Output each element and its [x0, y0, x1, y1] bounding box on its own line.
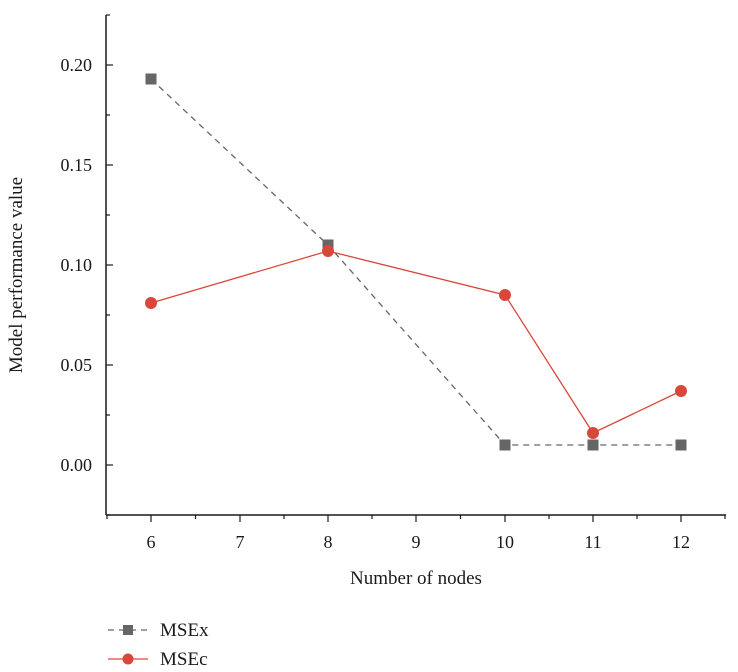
x-tick-label: 9 [412, 532, 421, 552]
data-point-msec [145, 297, 157, 309]
data-point-msec [587, 427, 599, 439]
x-tick-label: 10 [496, 532, 514, 552]
y-axis-ticks: 0.00 0.05 0.10 0.15 0.20 [61, 14, 113, 516]
x-tick-label: 7 [236, 532, 245, 552]
y-tick-label: 0.15 [61, 155, 93, 175]
data-point-msec [322, 245, 334, 257]
y-tick-label: 0.00 [61, 455, 93, 475]
y-axis-title: Model performance value [6, 177, 27, 373]
data-point-msex [499, 439, 511, 451]
y-tick-label: 0.10 [61, 255, 93, 275]
legend-label-msec: MSEc [160, 649, 208, 670]
data-point-msex [675, 439, 687, 451]
x-axis-ticks: 6 7 8 9 10 11 12 [106, 515, 726, 552]
legend: MSEx MSEc [108, 620, 209, 670]
x-tick-label: 11 [584, 532, 601, 552]
data-point-msec [675, 385, 687, 397]
data-point-msec [499, 289, 511, 301]
legend-marker-msex [123, 625, 133, 635]
x-tick-label: 12 [672, 532, 690, 552]
y-tick-label: 0.05 [61, 355, 93, 375]
x-tick-label: 6 [147, 532, 156, 552]
y-tick-label: 0.20 [61, 55, 93, 75]
series-line-msex [150, 78, 681, 446]
series-line-msec [150, 250, 682, 434]
axes [105, 15, 726, 516]
data-point-msex [587, 439, 599, 451]
legend-marker-msec [122, 653, 134, 665]
legend-label-msex: MSEx [160, 620, 209, 641]
x-axis-title: Number of nodes [350, 568, 482, 589]
series-layer [145, 73, 687, 451]
data-point-msex [145, 73, 157, 85]
x-tick-label: 8 [324, 532, 333, 552]
